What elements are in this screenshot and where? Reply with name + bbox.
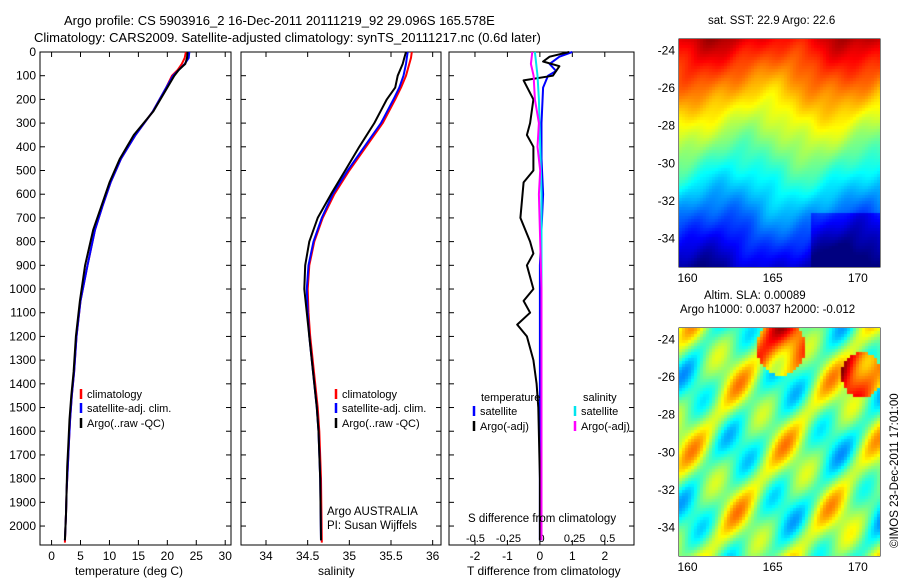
chart-title-line1: Argo profile: CS 5903916_2 16-Dec-2011 2…	[64, 13, 495, 28]
legend-title-temperature: temperature	[481, 392, 540, 404]
legend-title-salinity: salinity	[583, 392, 617, 404]
map-y-tick-label-sla: -26	[658, 370, 676, 384]
map-y-tick-label-sla: -34	[658, 521, 676, 535]
y-tick-label: 1600	[9, 424, 36, 438]
legend-label-sal: climatology	[342, 389, 398, 401]
sla-heatmap	[679, 328, 880, 556]
map-y-tick-label-sst: -34	[658, 232, 676, 246]
sdiff-tick-label: -0.25	[496, 533, 521, 545]
series-line-temp-1	[63, 51, 191, 541]
x-tick-label-sal: 34	[259, 549, 273, 563]
sdiff-tick-label: 0.5	[600, 533, 615, 545]
x-tick-label-diff: 1	[569, 549, 576, 563]
x-tick-label-sal: 35	[343, 549, 357, 563]
map-x-tick-label-sla: 170	[848, 560, 868, 574]
y-tick-label: 100	[16, 69, 36, 83]
x-tick-label-temp: 25	[190, 549, 204, 563]
salinity-axis-label: salinity	[318, 564, 355, 578]
y-tick-label: 1400	[9, 377, 36, 391]
x-tick-label-diff: -2	[470, 549, 481, 563]
x-tick-label-sal: 35.5	[379, 549, 403, 563]
annotation-line2: PI: Susan Wijffels	[327, 520, 417, 532]
tdiff-axis-label: T difference from climatology	[467, 564, 621, 578]
y-tick-label: 1900	[9, 495, 36, 509]
y-tick-label: 500	[16, 164, 36, 178]
series-line-sal-2	[303, 51, 407, 541]
sdiff-tick-label: 0.25	[564, 533, 585, 545]
map-x-tick-label-sla: 165	[763, 560, 783, 574]
x-tick-label-diff: 2	[601, 549, 608, 563]
map-x-tick-label-sla: 160	[678, 560, 698, 574]
map-y-tick-label-sst: -26	[658, 81, 676, 95]
series-line-diff-1	[516, 51, 570, 541]
y-tick-label: 400	[16, 140, 36, 154]
series-line-sal-1	[305, 51, 409, 541]
map-y-tick-label-sla: -32	[658, 483, 676, 497]
plot-frame-temp	[39, 51, 232, 546]
sst-heatmap	[679, 39, 880, 267]
map-x-tick-label-sst: 160	[678, 271, 698, 285]
series-line-temp-0	[63, 51, 187, 543]
y-tick-label: 300	[16, 116, 36, 130]
series-line-diff-0	[538, 51, 573, 541]
legend-label-temperature: Argo(-adj)	[480, 421, 529, 433]
x-tick-label-temp: 0	[48, 549, 55, 563]
legend-label-temperature: satellite	[480, 406, 517, 418]
sdiff-axis-label: S difference from climatology	[468, 513, 617, 525]
legend-label-temp: satellite-adj. clim.	[87, 403, 171, 415]
x-tick-label-temp: 15	[132, 549, 146, 563]
chart-title-line2: Climatology: CARS2009. Satellite-adjuste…	[34, 30, 541, 45]
x-tick-label-sal: 36	[426, 549, 440, 563]
legend-label-sal: satellite-adj. clim.	[342, 403, 426, 415]
y-tick-label: 0	[29, 45, 36, 59]
x-tick-label-diff: 0	[537, 549, 544, 563]
map-y-tick-label-sst: -30	[658, 156, 676, 170]
legend-label-sal: Argo(..raw -QC)	[342, 418, 420, 430]
x-tick-label-temp: 10	[103, 549, 117, 563]
y-tick-label: 600	[16, 187, 36, 201]
map-y-tick-label-sst: -28	[658, 119, 676, 133]
annotation-line1: Argo AUSTRALIA	[327, 506, 418, 518]
plot-frame-diff	[448, 51, 635, 546]
y-tick-label: 1000	[9, 282, 36, 296]
y-tick-label: 200	[16, 92, 36, 106]
y-tick-label: 800	[16, 235, 36, 249]
y-tick-label: 1500	[9, 401, 36, 415]
legend-label-temp: Argo(..raw -QC)	[87, 418, 165, 430]
x-tick-label-sal: 34.5	[296, 549, 320, 563]
map-y-tick-label-sla: -24	[658, 332, 676, 346]
legend-label-salinity: Argo(-adj)	[581, 421, 630, 433]
y-tick-label: 900	[16, 258, 36, 272]
legend-label-salinity: satellite	[581, 406, 618, 418]
y-tick-label: 1100	[10, 306, 36, 320]
y-tick-label: 1700	[9, 448, 36, 462]
x-tick-label-temp: 30	[219, 549, 233, 563]
series-line-temp-2	[63, 51, 189, 541]
x-tick-label-diff: -1	[502, 549, 513, 563]
y-tick-label: 1200	[9, 329, 36, 343]
legend-label-temp: climatology	[87, 389, 143, 401]
y-tick-label: 2000	[9, 519, 36, 533]
series-line-sal-0	[306, 51, 413, 543]
map-y-tick-label-sla: -30	[658, 445, 676, 459]
map-x-tick-label-sst: 165	[763, 271, 783, 285]
y-tick-label: 700	[16, 211, 36, 225]
y-tick-label: 1800	[9, 472, 36, 486]
map-y-tick-label-sst: -32	[658, 194, 676, 208]
sst-map-title: sat. SST: 22.9 Argo: 22.6	[708, 15, 836, 27]
temperature-axis-label: temperature (deg C)	[75, 564, 184, 578]
sla-map-subtitle: Argo h1000: 0.0037 h2000: -0.012	[680, 304, 856, 316]
map-y-tick-label-sst: -24	[658, 43, 676, 57]
x-tick-label-temp: 20	[161, 549, 175, 563]
series-line-diff-3	[529, 51, 543, 541]
plot-frame-sal	[240, 51, 442, 546]
imos-credit: ©IMOS 23-Dec-2011 17:01:00	[889, 393, 900, 548]
map-x-tick-label-sst: 170	[848, 271, 868, 285]
sla-map-title: Altim. SLA: 0.00089	[704, 290, 806, 302]
sdiff-tick-label: -0.5	[466, 533, 485, 545]
x-tick-label-temp: 5	[77, 549, 84, 563]
y-tick-label: 1300	[9, 353, 36, 367]
map-y-tick-label-sla: -28	[658, 408, 676, 422]
